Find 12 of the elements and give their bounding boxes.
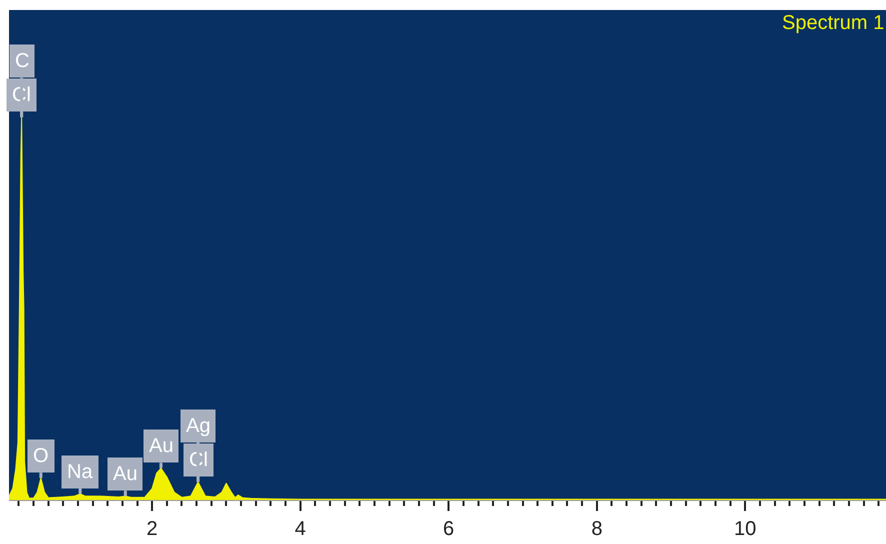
annotation: Ag (186, 415, 210, 437)
annotation: O (33, 445, 49, 467)
annotation: Au (149, 435, 174, 457)
annotation: Na (67, 461, 94, 483)
x-tick-label: 6 (443, 518, 454, 540)
x-tick-label: 2 (146, 518, 158, 540)
text: Spectrum 1 (782, 12, 884, 34)
x-tick-label: 4 (294, 518, 306, 540)
x-tick-label: 8 (591, 518, 602, 540)
annotation: Au (113, 463, 138, 485)
annotation: C (15, 50, 30, 72)
x-tick-label: 10 (734, 518, 756, 540)
